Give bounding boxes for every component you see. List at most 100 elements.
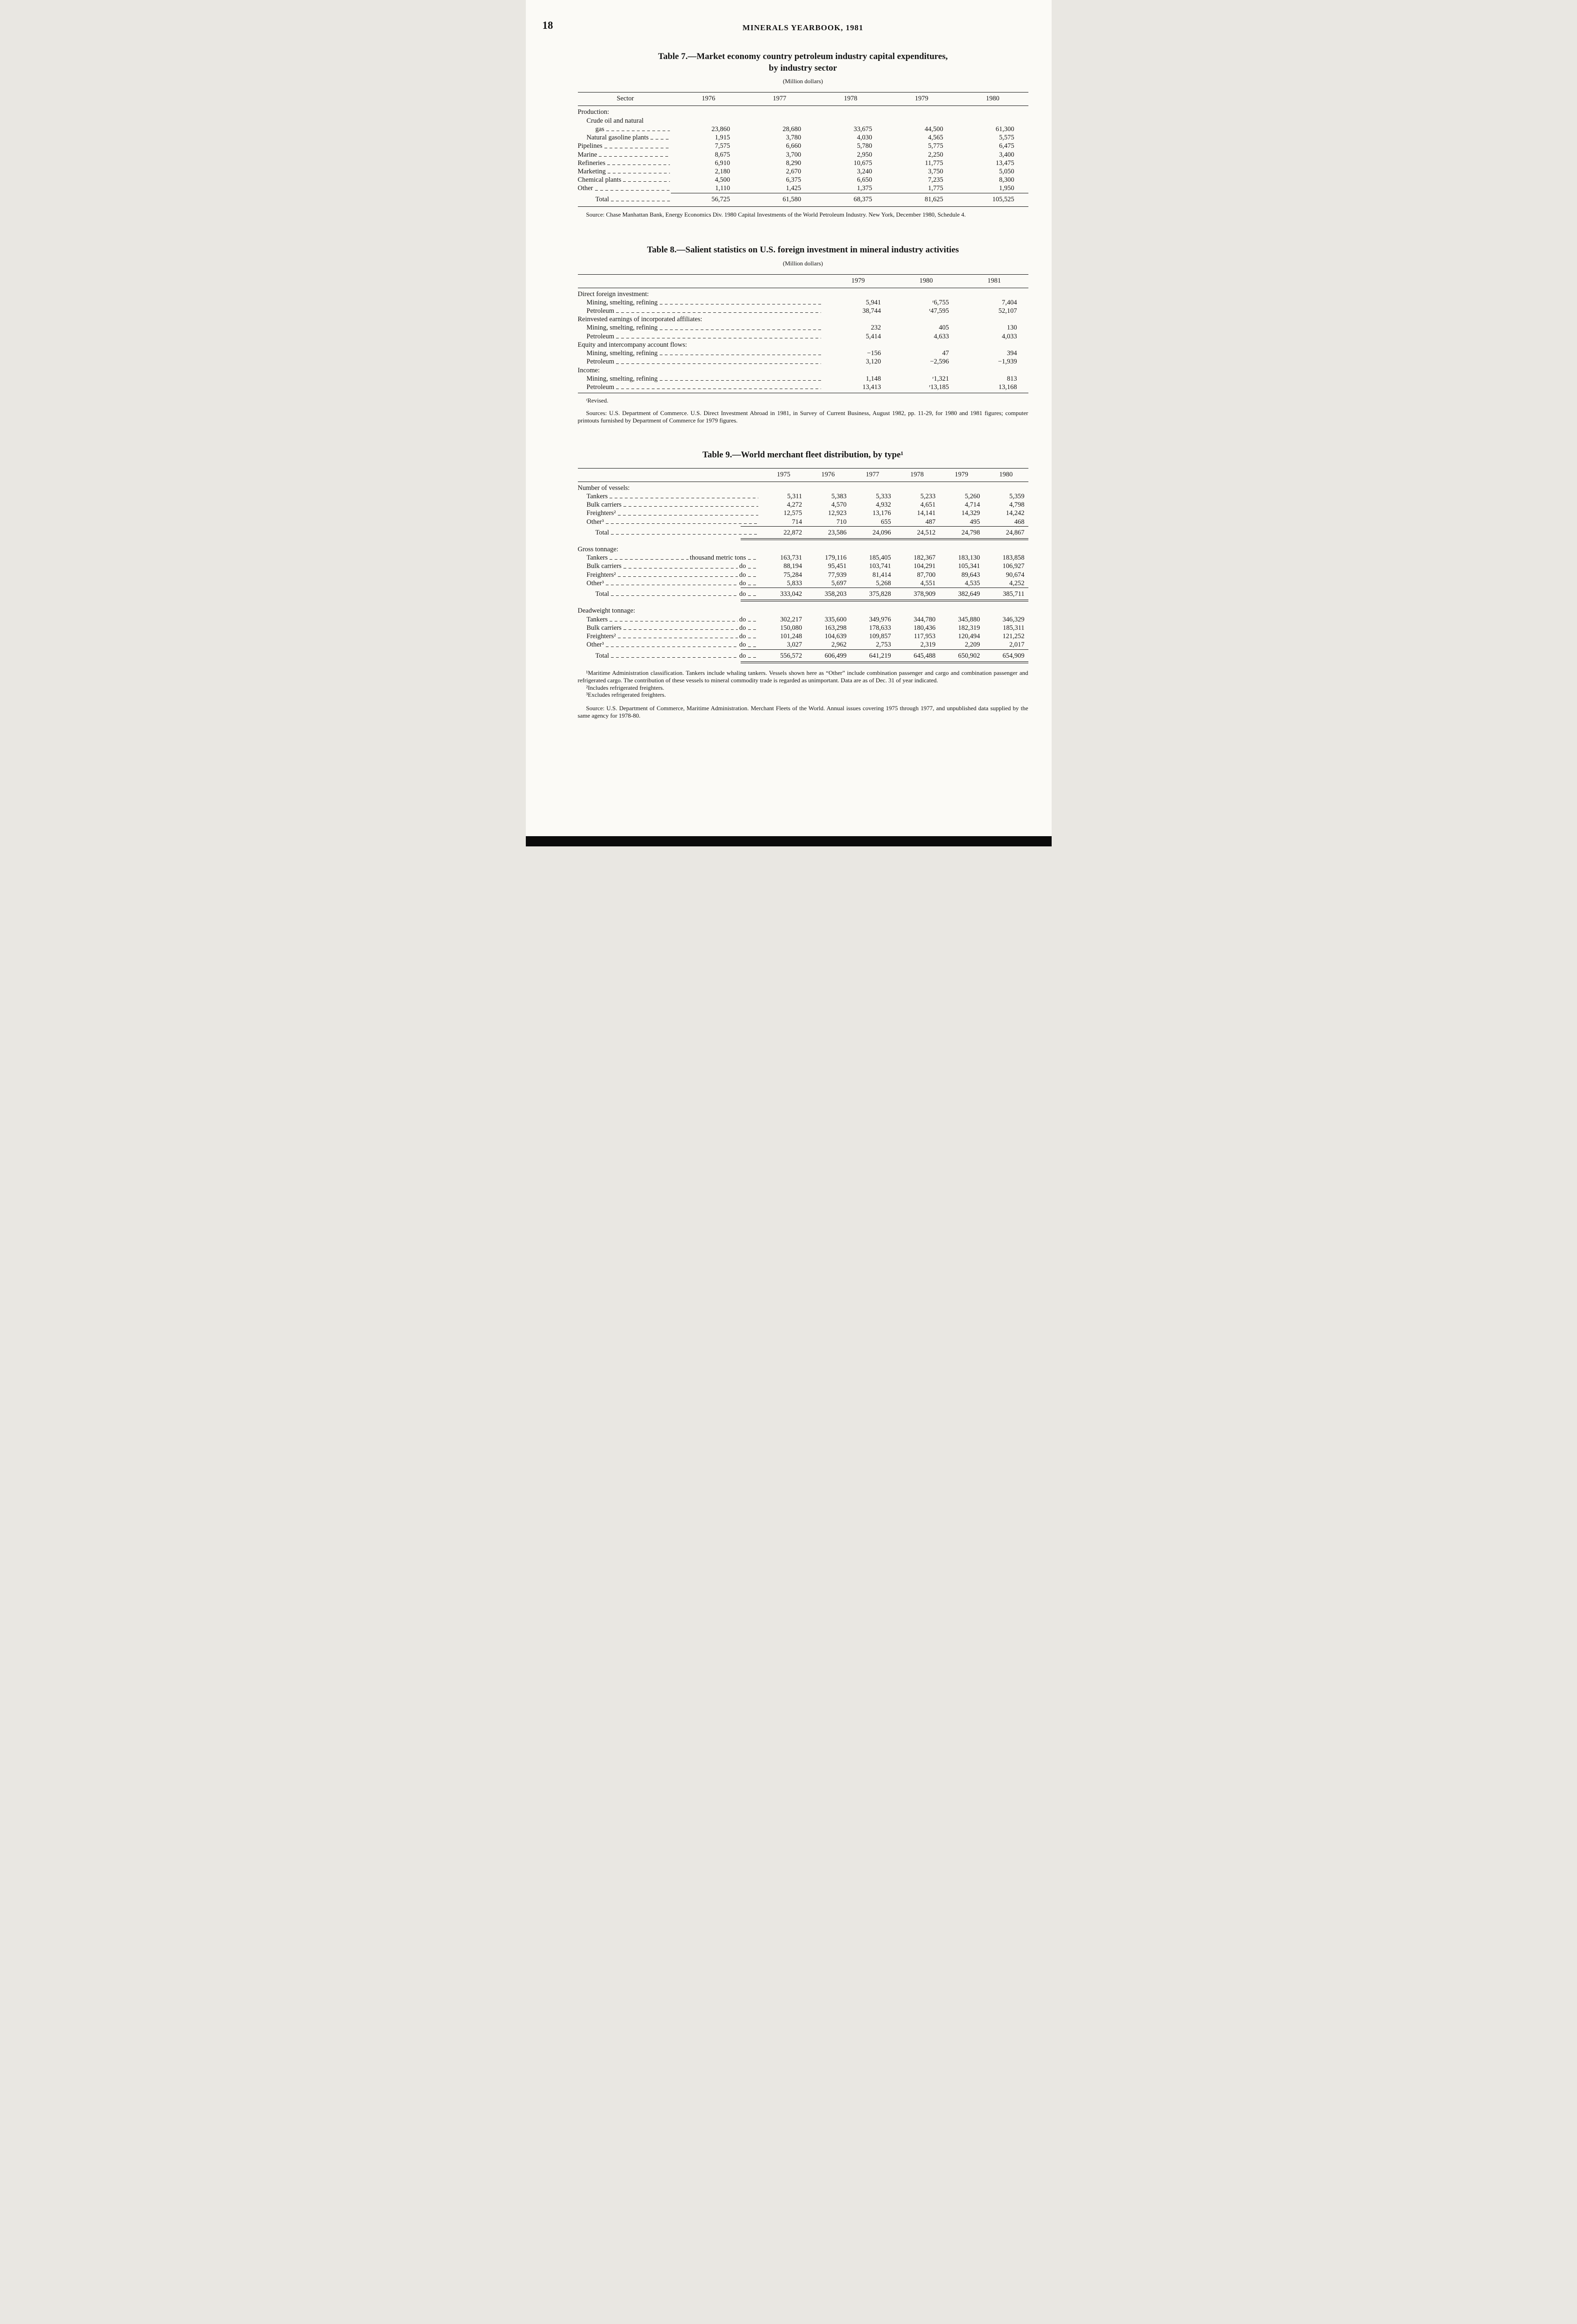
value-cell: 38,744 [862,307,881,315]
value-cell: 104,291 [914,562,936,570]
year-column-header: 1979 [851,277,865,284]
value-cell: 2,319 [920,641,936,649]
table9-footnote-3: ³Excludes refrigerated freighters. [586,691,666,699]
table-top-rule [577,468,1028,469]
table-row: Bulk carriers do 88,194 95,451 103,741 104,29… [578,562,1028,570]
row-label: Total [595,195,610,203]
value-cell: 23,860 [711,125,730,133]
row-stub: Marketing [578,168,673,175]
table-row: Tankers do 302,217 335,600 349,976 344,780 345… [578,615,1028,624]
row-label: Tankers [586,554,608,562]
value-cell: 4,500 [715,176,730,184]
value-cell: 4,272 [787,501,802,509]
value-cell: 12,923 [828,509,847,517]
total-double-rule [740,538,1028,540]
row-label: Number of vessels: [577,484,630,492]
value-cell: 44,500 [924,125,943,133]
total-rule-above [740,526,1028,527]
value-cell: 22,872 [783,528,802,536]
value-cell: 47 [942,350,949,357]
row-label: Mining, smelting, refining [586,324,658,332]
row-label: Mining, smelting, refining [586,298,658,306]
value-cell: 3,400 [999,151,1014,158]
dash-leader [611,534,758,535]
table-body: Direct foreign investment: Mining, smelti… [578,288,1028,393]
value-cell: 5,775 [928,142,943,150]
row-label: Reinvested earnings of incorporated affi… [577,316,702,324]
dash-leader [610,559,689,560]
value-cell: 3,750 [928,168,943,176]
dash-leader [611,657,738,658]
table7-title: Table 7.—Market economy country petroleu… [658,52,948,73]
table-bottom-rule [577,206,1028,207]
dash-leader [748,595,758,596]
table-header-row: 1975 1976 1977 1978 1979 1980 [578,469,1028,482]
year-column-header: 1981 [987,277,1001,284]
row-label: Bulk carriers [586,624,622,632]
table-row: Chemical plants 4,500 6,375 6,650 7,235 8,300 [578,176,1028,184]
row-stub: Tankers thousand metric tons [578,554,762,561]
table-row: Marketing 2,180 2,670 3,240 3,750 5,050 [578,167,1028,176]
value-cell: 89,643 [961,571,980,579]
table-row: Reinvested earnings of incorporated affi… [578,315,1028,324]
value-cell: 117,953 [914,633,936,640]
value-cell: 710 [836,518,847,526]
table-row: Other³ 714 710 655 487 495 468 [578,518,1028,526]
value-cell: 3,700 [786,151,802,158]
unit-label: do [739,615,746,623]
value-cell: 2,250 [928,151,943,158]
value-cell: 606,499 [824,652,847,660]
row-stub: Deadweight tonnage: [578,607,762,614]
unit-label: do [739,624,746,632]
value-cell: 4,565 [928,134,943,142]
row-stub: Bulk carriers [578,501,762,508]
row-label: Other³ [586,579,604,587]
dash-leader [748,629,758,630]
row-label: Petroleum [586,383,615,391]
value-cell: ʳ47,595 [929,307,949,315]
table8-source: Sources: U.S. Department of Commerce. U.… [577,409,1028,424]
table-row: Bulk carriers 4,272 4,570 4,932 4,651 4,714 4,… [578,501,1028,509]
table-row: Production: [578,108,1028,116]
value-cell: 13,475 [995,159,1014,167]
value-cell: 556,572 [780,652,802,660]
row-stub: Bulk carriers do [578,562,762,570]
value-cell: ʳ13,185 [929,383,949,391]
year-column-header: 1979 [954,470,968,478]
value-cell: 4,535 [965,579,980,587]
table7-unit-note: (Million dollars) [782,78,823,85]
dash-leader [595,190,670,191]
table-row: Crude oil and natural [578,117,1028,125]
row-stub: Total do [578,590,762,598]
row-stub: Other³ do [578,580,762,587]
row-stub: Reinvested earnings of incorporated affi… [578,316,824,323]
value-cell: 11,775 [925,159,943,167]
row-stub: Petroleum [578,358,824,365]
value-cell: −2,596 [930,358,949,366]
row-stub: Marine [578,151,673,158]
value-cell: 655 [881,518,891,526]
value-cell: 1,110 [715,185,730,192]
dash-leader [623,629,738,630]
value-cell: 6,910 [715,159,730,167]
value-cell: 1,148 [866,375,881,383]
unit-label: do [739,652,746,660]
dash-leader [748,559,758,560]
row-label: Crude oil and natural [586,117,644,125]
value-cell: 4,798 [1009,501,1025,509]
table-row: Petroleum 38,744 ʳ47,595 52,107 [578,307,1028,315]
row-label: Marketing [577,168,606,176]
year-column-header: 1978 [910,470,924,478]
value-cell: 4,932 [875,501,891,509]
value-cell: 344,780 [914,615,936,623]
row-stub: Number of vessels: [578,484,762,492]
table-row: Mining, smelting, refining 1,148 ʳ1,321 813 [578,375,1028,383]
table-row: Total 22,872 23,586 24,096 24,512 24,798 24,86… [578,528,1028,537]
table-row: gas 23,860 28,680 33,675 44,500 61,300 [578,125,1028,133]
row-stub: Total [578,196,673,203]
value-cell: 4,551 [920,579,936,587]
value-cell: 5,383 [831,492,847,500]
row-stub: Tankers do [578,616,762,623]
row-stub: Natural gasoline plants [578,134,673,141]
value-cell: 81,414 [872,571,891,579]
